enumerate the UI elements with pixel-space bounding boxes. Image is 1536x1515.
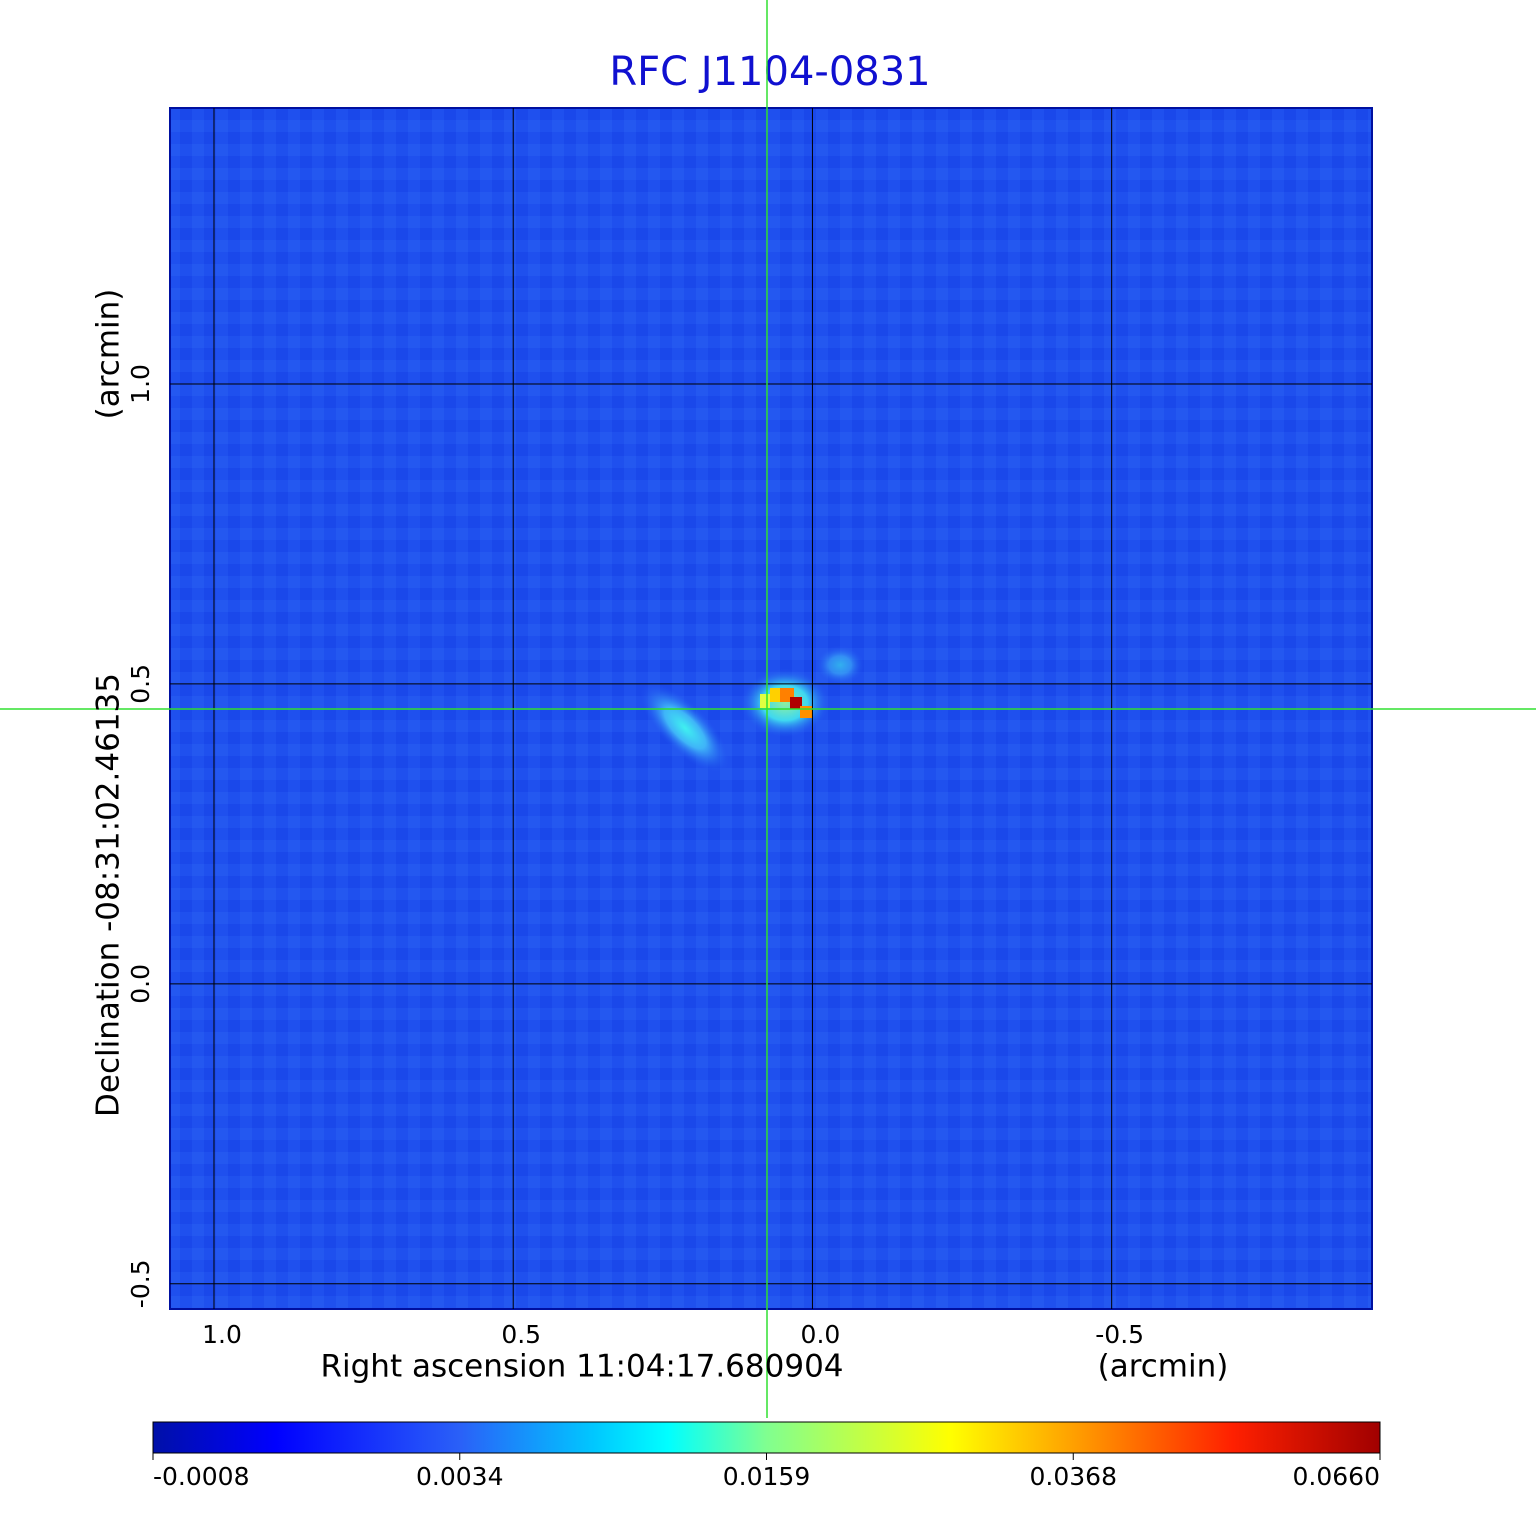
y-axis-unit: (arcmin) — [91, 289, 127, 420]
x-axis-unit: (arcmin) — [1098, 1349, 1229, 1385]
x-tick-label: -0.5 — [1095, 1320, 1144, 1349]
core-pixel — [760, 694, 770, 708]
core-pixel — [800, 706, 812, 718]
colorbar-tick-label: -0.0008 — [153, 1462, 250, 1491]
faint-source — [815, 645, 865, 685]
y-tick-label: 1.0 — [126, 364, 155, 404]
x-axis-label: Right ascension 11:04:17.680904 — [320, 1349, 843, 1385]
colorbar-tick-label: 0.0159 — [723, 1462, 810, 1491]
y-tick-label: -0.5 — [126, 1259, 155, 1308]
colorbar-tick-label: 0.0034 — [416, 1462, 503, 1491]
y-tick-label: 0.5 — [126, 664, 155, 704]
colorbar — [152, 1421, 1381, 1454]
colorbar-tick-label: 0.0368 — [1030, 1462, 1117, 1491]
x-tick-label: 0.0 — [801, 1320, 841, 1349]
y-axis-label: Declination -08:31:02.46135 — [91, 673, 127, 1117]
x-tick-label: 1.0 — [202, 1320, 242, 1349]
y-tick-label: 0.0 — [126, 964, 155, 1004]
core-glow — [740, 668, 830, 738]
colorbar-tick-label: 0.0660 — [1293, 1462, 1380, 1491]
core-pixel — [790, 697, 802, 709]
chart-title: RFC J1104-0831 — [609, 49, 930, 95]
secondary-source — [639, 682, 731, 774]
x-tick-label: 0.5 — [501, 1320, 541, 1349]
